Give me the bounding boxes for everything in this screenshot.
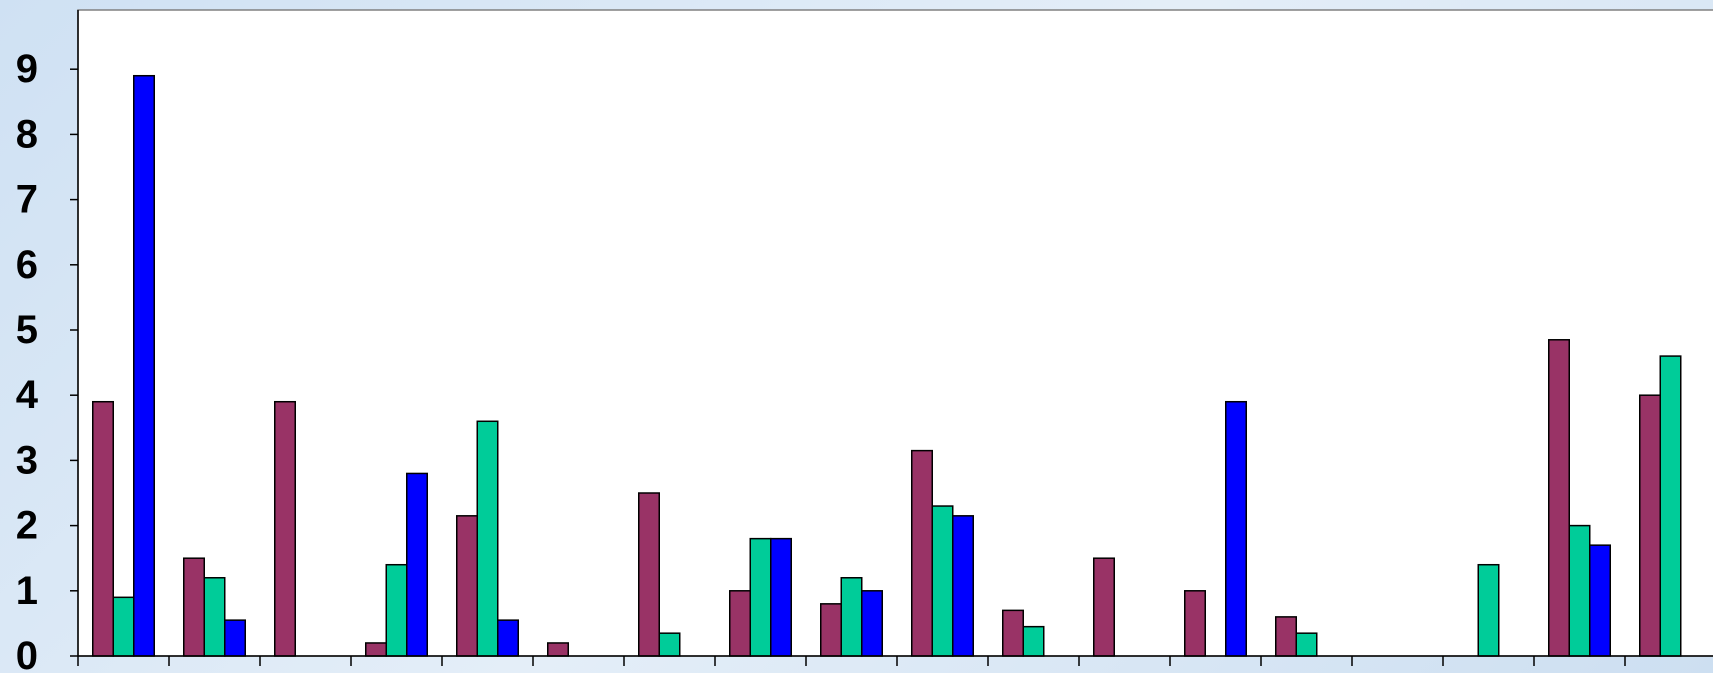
bar-series1-cat17 xyxy=(1548,339,1570,657)
bar-series2-cat5 xyxy=(476,420,499,657)
bar-series1-cat18 xyxy=(1639,394,1661,657)
y-tick-label: 7 xyxy=(16,178,38,222)
bar-series3-cat9 xyxy=(861,590,883,657)
bar-series1-cat2 xyxy=(183,557,205,657)
x-axis xyxy=(77,655,1713,666)
bar-series3-cat17 xyxy=(1589,544,1611,657)
bar-series1-cat6 xyxy=(547,642,569,657)
bar-series2-cat11 xyxy=(1022,625,1045,657)
bar-series3-cat5 xyxy=(497,619,519,657)
bar-series3-cat1 xyxy=(133,74,155,657)
y-tick-label: 3 xyxy=(16,438,38,482)
y-tick-label: 8 xyxy=(16,112,38,156)
bar-series2-cat14 xyxy=(1295,632,1318,657)
y-tick-label: 1 xyxy=(16,569,38,613)
bar-series2-cat18 xyxy=(1659,355,1682,657)
bar-series1-cat9 xyxy=(820,603,842,657)
bar-series2-cat16 xyxy=(1477,563,1500,657)
bar-series1-cat14 xyxy=(1275,616,1297,657)
bar-series2-cat9 xyxy=(840,577,863,657)
bar-series2-cat8 xyxy=(749,537,772,657)
y-tick-label: 9 xyxy=(16,47,38,91)
bar-series1-cat12 xyxy=(1093,557,1115,657)
bar-series1-cat4 xyxy=(365,642,387,657)
bar-series1-cat3 xyxy=(274,400,296,657)
y-axis: 0 1 2 3 4 5 6 7 8 9 xyxy=(16,10,79,673)
y-tick-label: 6 xyxy=(16,243,38,287)
bar-series3-cat4 xyxy=(406,472,428,657)
bar-series2-cat17 xyxy=(1568,524,1591,657)
bar-series2-cat7 xyxy=(658,632,681,657)
bar-series3-cat13 xyxy=(1225,400,1247,657)
bar-series2-cat4 xyxy=(385,563,408,657)
y-tick-label: 5 xyxy=(16,308,38,352)
bar-series1-cat7 xyxy=(638,492,660,657)
bar-series3-cat2 xyxy=(224,619,246,657)
bar-series1-cat11 xyxy=(1002,609,1024,657)
plot-area xyxy=(77,9,1713,657)
bar-series3-cat8 xyxy=(770,537,792,657)
bar-series3-cat10 xyxy=(952,515,974,657)
bar-series1-cat1 xyxy=(92,400,114,657)
bar-series1-cat8 xyxy=(729,590,751,657)
bar-series2-cat1 xyxy=(112,596,135,657)
bar-series1-cat5 xyxy=(456,515,478,657)
y-tick-label: 4 xyxy=(16,373,39,417)
bars-group xyxy=(92,74,1682,657)
bar-series1-cat10 xyxy=(911,449,933,657)
bar-series2-cat2 xyxy=(203,577,226,657)
y-tick-label: 2 xyxy=(16,504,38,548)
y-tick-label: 0 xyxy=(16,634,38,673)
bar-series2-cat10 xyxy=(931,505,954,657)
bar-series1-cat13 xyxy=(1184,590,1206,657)
